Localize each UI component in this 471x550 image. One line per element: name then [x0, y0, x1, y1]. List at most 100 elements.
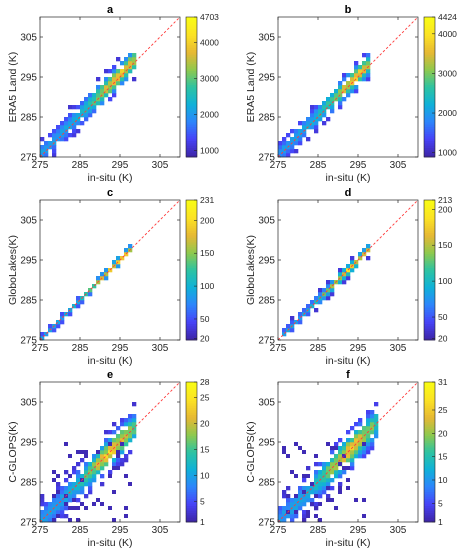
density-cell	[366, 73, 371, 78]
density-cell	[56, 510, 61, 515]
x-tick-label: 285	[310, 343, 327, 354]
x-tick-label: 285	[72, 525, 89, 536]
colorbar-segment	[186, 449, 197, 453]
density-cell	[318, 105, 323, 110]
density-cell	[120, 422, 125, 427]
density-cell	[322, 113, 327, 118]
density-cell	[104, 450, 109, 455]
colorbar-segment	[186, 246, 197, 250]
density-cell	[72, 486, 77, 491]
density-cell	[358, 256, 363, 261]
density-cell	[282, 328, 287, 333]
density-cell	[326, 462, 331, 467]
density-cell	[72, 133, 77, 138]
density-cell	[84, 454, 88, 458]
density-cell	[326, 442, 330, 446]
density-cell	[124, 474, 128, 478]
density-cell	[116, 73, 121, 78]
density-cell	[290, 502, 295, 507]
density-cell	[314, 121, 319, 126]
x-axis-label: in-situ (K)	[88, 537, 133, 549]
density-cell	[68, 518, 72, 522]
y-axis-label: C-GLOPS(K)	[245, 421, 257, 482]
density-cell	[104, 89, 109, 94]
density-cell	[338, 105, 343, 110]
colorbar-tick-label: 100	[438, 276, 452, 286]
density-cell	[354, 85, 359, 90]
density-cell	[286, 153, 291, 158]
density-cell	[72, 470, 77, 475]
colorbar-segment	[424, 461, 435, 465]
density-cell	[112, 89, 117, 94]
density-cell	[314, 300, 319, 305]
density-cell	[52, 470, 56, 474]
density-cell	[318, 474, 323, 479]
density-cell	[350, 462, 355, 467]
density-cell	[342, 442, 347, 447]
density-cell	[52, 514, 57, 519]
colorbar-segment	[424, 221, 435, 224]
x-tick-label: 305	[152, 343, 169, 354]
density-cell	[88, 93, 93, 98]
density-cell	[40, 514, 45, 519]
colorbar-segment	[424, 40, 435, 44]
density-cell	[302, 518, 306, 522]
axes-box	[277, 16, 419, 158]
density-cell	[92, 458, 97, 463]
colorbar-segment	[424, 517, 435, 521]
density-cell	[318, 502, 322, 506]
density-cell	[286, 149, 291, 154]
colorbar-tick-label: 20	[438, 334, 448, 344]
colorbar-segment	[424, 389, 435, 392]
density-cell	[354, 422, 359, 427]
y-axis-label: C-GLOPS(K)	[7, 421, 19, 482]
colorbar-segment	[424, 277, 435, 280]
colorbar-segment	[186, 316, 197, 320]
colorbar-segment	[186, 112, 197, 116]
density-cell	[72, 121, 77, 126]
density-cell	[358, 430, 363, 435]
density-cell	[286, 486, 291, 491]
colorbar-segment	[424, 263, 435, 266]
colorbar-segment	[186, 221, 197, 224]
density-cell	[306, 117, 311, 122]
density-cell	[370, 442, 375, 447]
density-cell	[314, 506, 318, 510]
colorbar-segment	[424, 45, 435, 48]
density-cell	[302, 474, 306, 478]
colorbar-segment	[186, 426, 197, 430]
colorbar-segment	[424, 459, 435, 462]
density-cell	[116, 81, 121, 86]
density-cell	[350, 454, 355, 459]
colorbar-segment	[424, 82, 435, 86]
density-cell	[318, 482, 323, 487]
colorbar-segment	[186, 473, 197, 476]
colorbar-segment	[424, 386, 435, 390]
density-cell	[96, 93, 101, 98]
density-cell	[128, 244, 133, 249]
density-cell	[72, 498, 76, 502]
density-cell	[100, 450, 105, 455]
density-cell	[120, 458, 125, 463]
colorbar-segment	[186, 510, 197, 514]
density-cell	[56, 486, 61, 491]
density-cell	[338, 470, 343, 475]
density-cell	[128, 426, 133, 431]
density-cell	[374, 414, 379, 419]
density-cell	[354, 89, 359, 94]
colorbar-segment	[424, 33, 435, 37]
density-cell	[354, 69, 359, 74]
density-cell	[298, 498, 303, 503]
density-cell	[318, 518, 322, 522]
density-cell	[80, 109, 85, 114]
density-cell	[350, 260, 355, 265]
density-cell	[298, 320, 303, 325]
density-cell	[52, 153, 57, 158]
density-cell	[298, 494, 303, 499]
density-cell	[346, 458, 351, 463]
colorbar-segment	[186, 330, 197, 334]
y-tick-label: 305	[258, 398, 275, 409]
density-cell	[314, 470, 319, 475]
colorbar-segment	[186, 122, 197, 125]
colorbar-segment	[424, 56, 435, 60]
